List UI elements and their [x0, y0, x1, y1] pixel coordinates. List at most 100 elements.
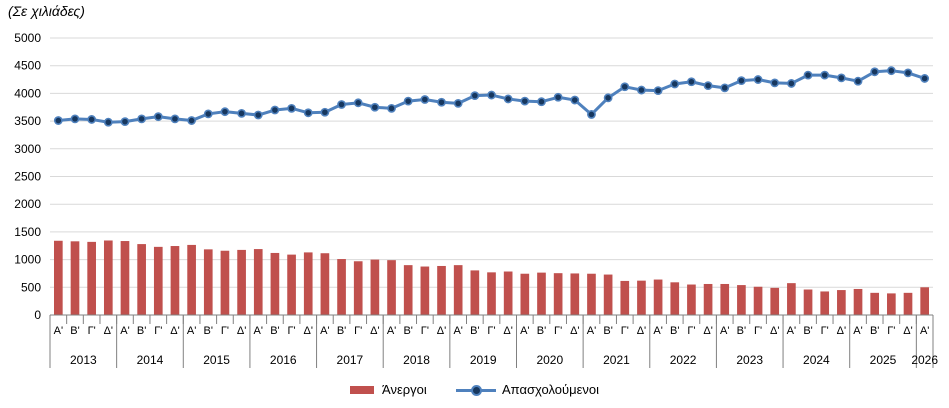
- bar-unemployed: [920, 287, 930, 315]
- x-tick-year: 2017: [337, 353, 364, 367]
- point-employed: [320, 107, 330, 117]
- point-employed: [820, 70, 830, 80]
- x-tick-year: 2024: [803, 353, 830, 367]
- point-employed: [587, 110, 596, 119]
- point-employed: [803, 70, 813, 80]
- point-employed: [920, 74, 930, 83]
- bar-unemployed: [353, 261, 363, 315]
- bar-unemployed: [770, 287, 780, 315]
- bar-unemployed: [753, 286, 763, 315]
- x-tick-quarter: Β': [537, 325, 546, 337]
- point-employed: [337, 100, 346, 109]
- point-employed: [87, 115, 97, 124]
- point-employed: [270, 105, 280, 115]
- x-tick-quarter: Α': [653, 325, 662, 337]
- x-tick-quarter: Δ': [437, 325, 446, 337]
- bar-unemployed: [720, 283, 730, 315]
- x-tick-quarter: Γ': [621, 325, 629, 337]
- point-employed: [487, 90, 496, 100]
- point-employed: [203, 109, 213, 119]
- bar-unemployed: [387, 260, 396, 315]
- point-employed: [287, 103, 296, 113]
- x-tick-quarter: Δ': [104, 325, 113, 337]
- bar-unemployed: [153, 246, 163, 315]
- x-tick-quarter: Γ': [887, 325, 895, 337]
- bar-unemployed: [70, 241, 80, 315]
- bar-unemployed: [520, 273, 530, 315]
- point-employed: [253, 110, 263, 120]
- bar-unemployed: [653, 279, 663, 315]
- x-tick-quarter: Δ': [903, 325, 912, 337]
- point-employed: [170, 114, 180, 124]
- x-tick-quarter: Β': [870, 325, 879, 337]
- x-tick-quarter: Γ': [221, 325, 229, 337]
- x-tick-quarter: Α': [120, 325, 129, 337]
- point-employed: [387, 103, 396, 113]
- x-tick-year: 2025: [870, 353, 897, 367]
- x-tick-quarter: Α': [453, 325, 462, 337]
- point-employed: [786, 79, 796, 88]
- point-employed: [570, 95, 580, 105]
- x-tick-quarter: Δ': [170, 325, 179, 337]
- x-tick-quarter: Α': [720, 325, 729, 337]
- bar-unemployed: [337, 259, 346, 315]
- bars-series-unemployed: [53, 240, 930, 315]
- x-tick-quarter: Δ': [837, 325, 846, 337]
- y-tick-label: 500: [21, 280, 41, 294]
- x-tick-year: 2026: [911, 353, 938, 367]
- legend-label-unemployed: Άνεργοι: [382, 382, 427, 397]
- point-employed: [720, 83, 730, 93]
- x-tick-year: 2014: [137, 353, 164, 367]
- bar-unemployed: [370, 259, 380, 315]
- x-tick-year: 2016: [270, 353, 297, 367]
- x-tick-quarter: Γ': [354, 325, 362, 337]
- point-employed: [220, 107, 230, 117]
- bar-unemployed: [487, 272, 496, 315]
- point-employed: [620, 82, 630, 92]
- x-axis: Α' Β' Γ' Δ' Α' Β' Γ' Δ' Α' Β' Γ' Δ' Α' Β' Γ' Δ' Α' Β' Γ' Δ'…: [49, 314, 938, 368]
- point-employed: [853, 76, 863, 86]
- y-tick-label: 2500: [14, 170, 41, 184]
- x-tick-quarter: Β': [737, 325, 746, 337]
- x-tick-quarter: Β': [270, 325, 279, 337]
- bar-unemployed: [687, 284, 696, 315]
- bar-unemployed: [170, 246, 180, 315]
- x-tick-quarter: Α': [187, 325, 196, 337]
- bar-unemployed: [703, 283, 713, 315]
- point-employed: [603, 93, 613, 103]
- point-employed: [103, 117, 113, 127]
- point-employed: [303, 108, 313, 118]
- point-employed: [53, 116, 63, 125]
- point-employed: [886, 66, 896, 76]
- x-tick-quarter: Γ': [487, 325, 495, 337]
- x-tick-quarter: Β': [803, 325, 812, 337]
- bar-unemployed: [553, 273, 563, 315]
- x-tick-quarter: Γ': [287, 325, 295, 337]
- x-tick-year: 2022: [670, 353, 697, 367]
- point-employed: [653, 86, 663, 96]
- bar-unemployed: [87, 241, 96, 315]
- x-tick-year: 2018: [403, 353, 430, 367]
- legend-item-unemployed: Άνεργοι: [350, 382, 427, 397]
- y-tick-label: 1000: [14, 253, 41, 267]
- x-tick-quarter: Γ': [821, 325, 829, 337]
- x-tick-quarter: Γ': [88, 325, 96, 337]
- point-employed: [353, 98, 363, 108]
- point-employed: [537, 97, 546, 107]
- x-tick-year: 2015: [203, 353, 230, 367]
- x-tick-quarter: Γ': [754, 325, 762, 337]
- bar-unemployed: [803, 289, 813, 315]
- point-employed: [703, 81, 713, 91]
- point-employed: [237, 108, 246, 118]
- y-tick-label: 2000: [14, 197, 41, 211]
- point-employed: [770, 78, 780, 88]
- y-tick-label: 0: [34, 308, 41, 322]
- bar-unemployed: [870, 292, 880, 315]
- x-tick-quarter: Α': [54, 325, 63, 337]
- bar-unemployed: [670, 282, 680, 315]
- bar-unemployed: [270, 252, 280, 315]
- bar-unemployed: [637, 280, 646, 315]
- combo-chart: 0 500 1000 1500 2000 2500 3000 3500 4000 4500 5000…: [14, 31, 938, 368]
- point-employed: [737, 76, 746, 86]
- x-tick-quarter: Γ': [421, 325, 429, 337]
